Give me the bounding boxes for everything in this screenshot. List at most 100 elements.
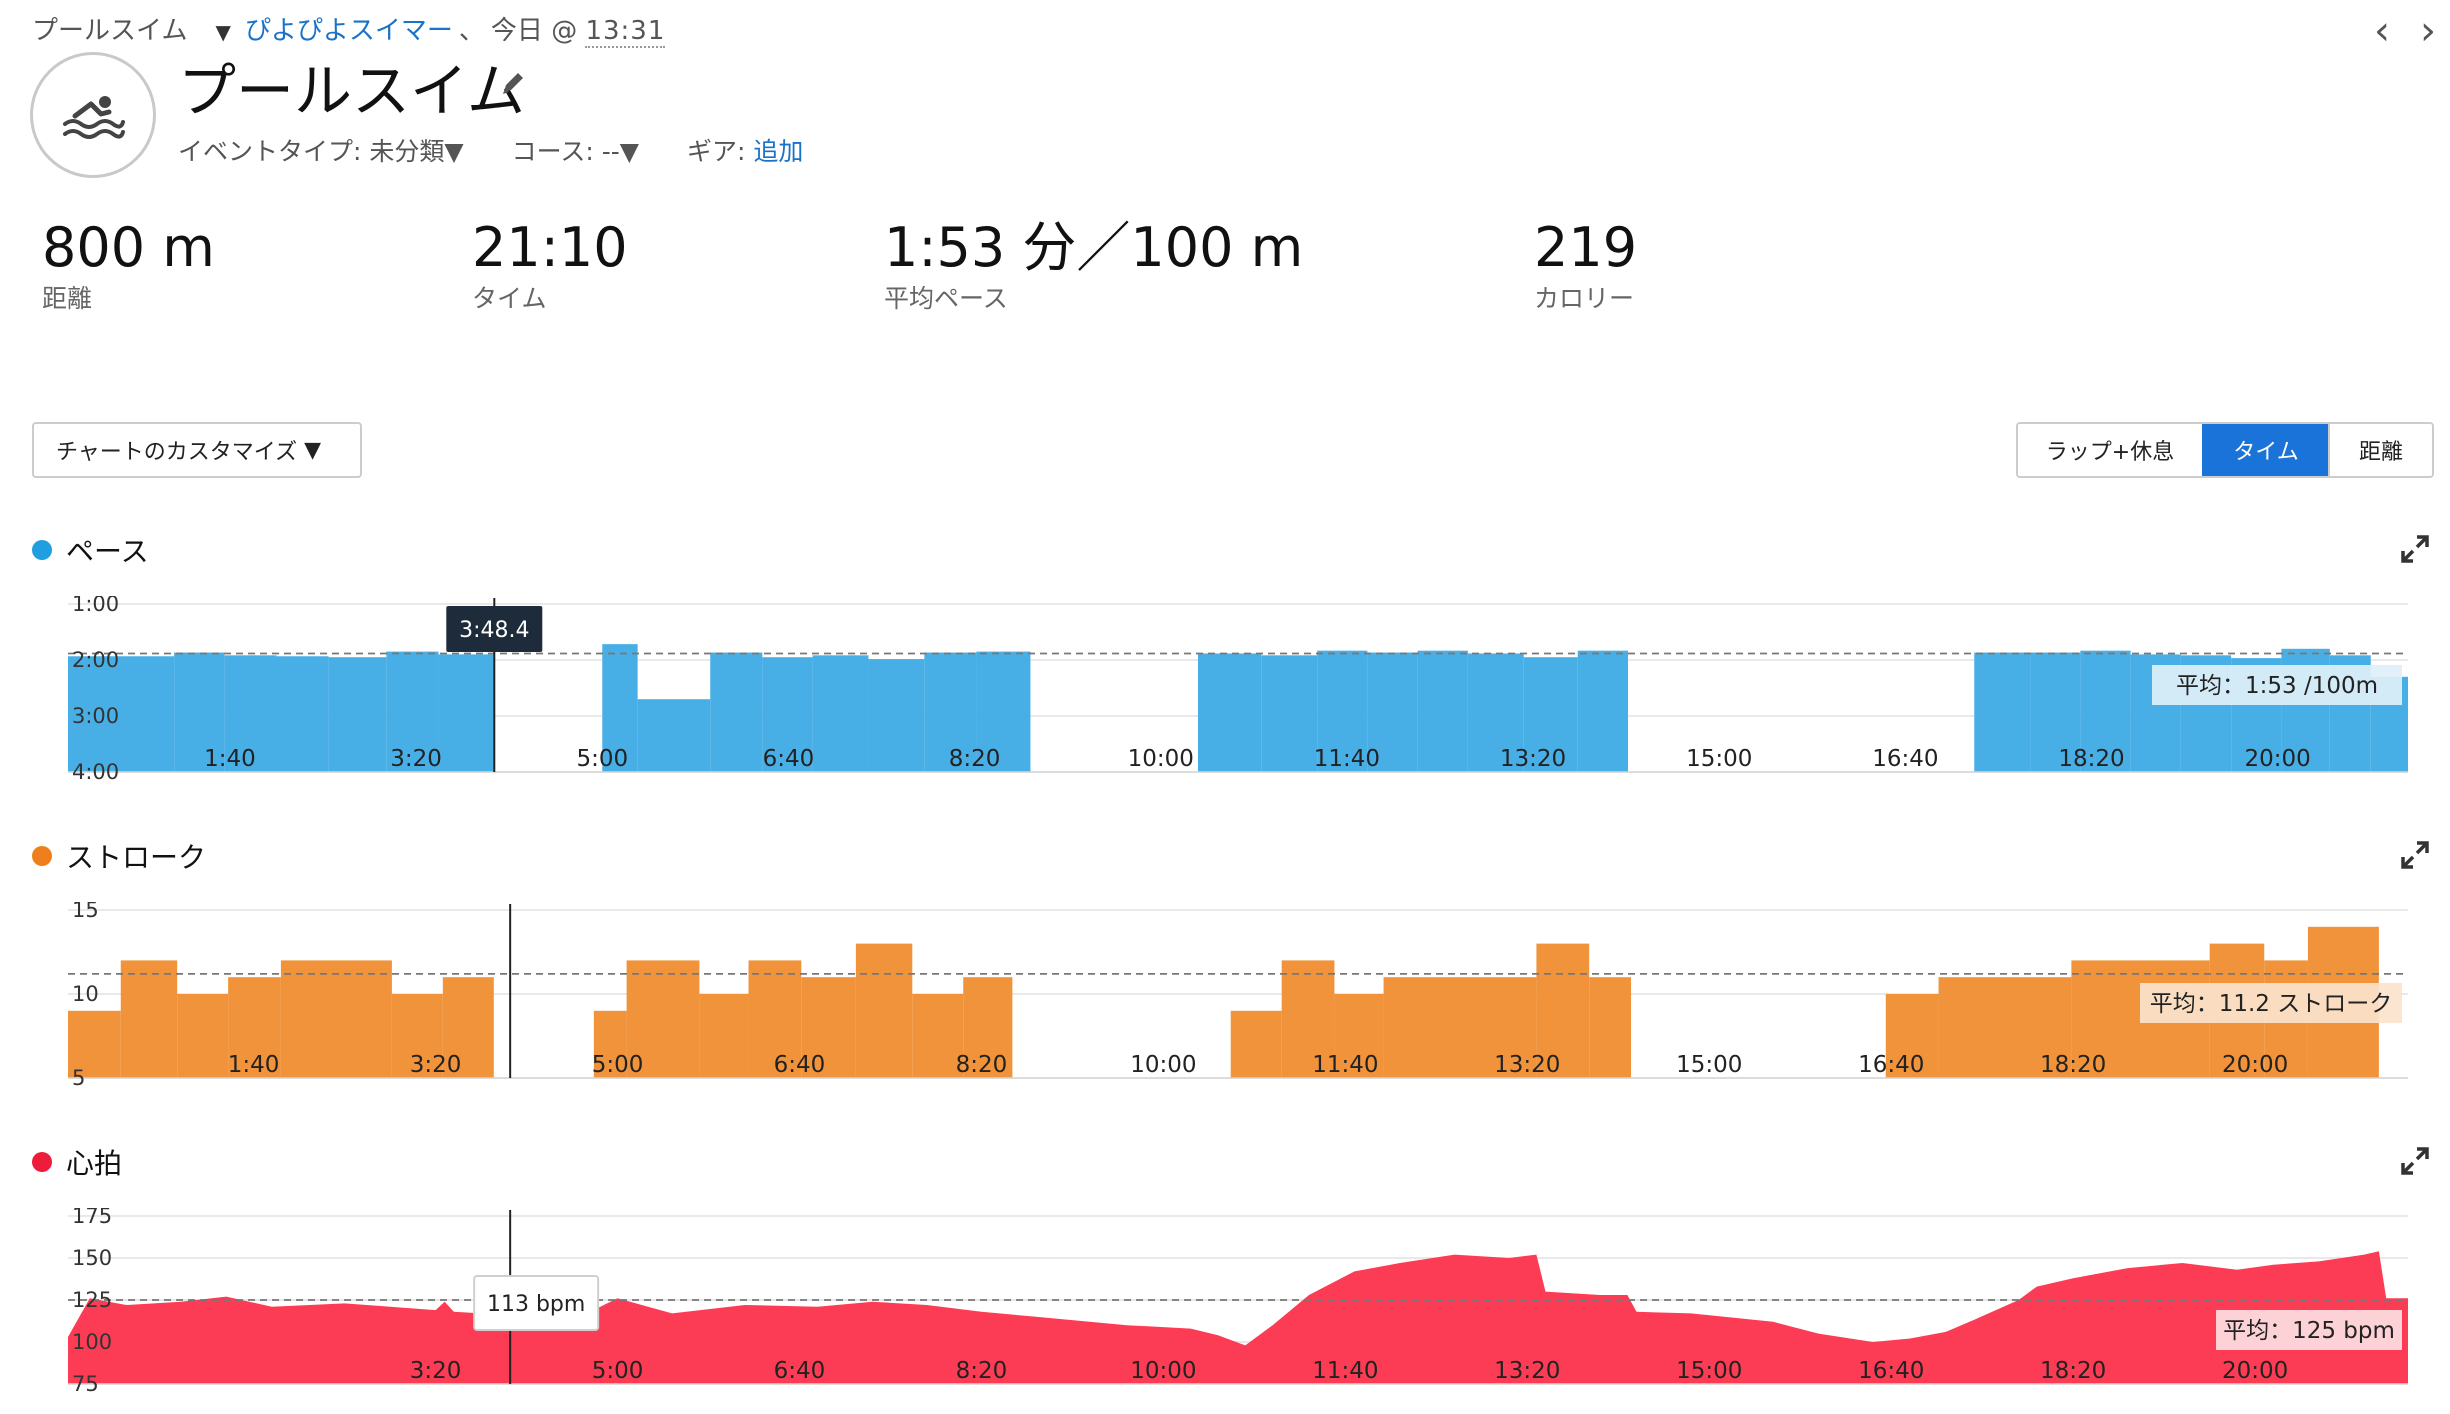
bar <box>924 652 977 772</box>
bar <box>593 1010 627 1078</box>
y-tick-label: 4:00 <box>72 760 119 782</box>
x-tick-label: 16:40 <box>1858 1052 1924 1078</box>
x-tick-label: 8:20 <box>956 1358 1008 1384</box>
bar <box>276 656 329 772</box>
stat-label: タイム <box>472 284 547 314</box>
pace-chart[interactable]: 1:00 2:00 3:00 4:00 1:40 3:20 5:00 6:40 8:20 10:0… <box>0 596 2450 782</box>
x-tick-label: 13:20 <box>1500 746 1566 772</box>
caret-down-icon: ▼ <box>444 137 464 166</box>
x-tick-label: 3:20 <box>410 1358 462 1384</box>
tooltip-bg <box>446 606 543 652</box>
stat-value: 219 <box>1534 216 1638 279</box>
breadcrumb-separator: 、 <box>458 16 485 46</box>
segment-distance[interactable]: 距離 <box>2328 424 2432 476</box>
bar <box>1281 960 1335 1078</box>
x-tick-label: 11:40 <box>1312 1358 1378 1384</box>
chevron-left-icon[interactable]: ‹ <box>2374 8 2390 54</box>
stat-label: 距離 <box>42 284 93 314</box>
bar <box>1523 657 1578 772</box>
caret-down-icon[interactable]: ▼ <box>215 20 231 44</box>
activity-meta: イベントタイプ: 未分類▼ コース: --▼ ギア: 追加 <box>178 132 843 168</box>
segment-laps-rest[interactable]: ラップ+休息 <box>2018 424 2202 476</box>
average-label-bg <box>2140 983 2402 1023</box>
caret-down-icon: ▼ <box>304 437 322 463</box>
bar <box>1589 977 1632 1078</box>
bar <box>1261 655 1318 772</box>
y-tick-label: 1:00 <box>72 596 119 616</box>
caret-down-icon: ▼ <box>619 137 640 166</box>
x-tick-label: 20:00 <box>2222 1358 2288 1384</box>
average-label: 平均：11.2 ストローク <box>2150 991 2393 1017</box>
bar <box>762 657 813 772</box>
breadcrumb: プールスイム ▼ ぴよぴよスイマー、今日 @ 13:31 <box>32 10 666 48</box>
expand-icon[interactable] <box>2400 1146 2430 1180</box>
x-tick-label: 15:00 <box>1676 1358 1742 1384</box>
bar <box>602 644 638 772</box>
course-value: -- <box>601 137 620 166</box>
x-tick-label: 8:20 <box>956 1052 1008 1078</box>
average-label-bg <box>2152 665 2402 705</box>
activity-nav: ‹ › <box>2344 8 2436 54</box>
stat-label: 平均ペース <box>884 284 1008 314</box>
course-label: コース: <box>511 137 594 166</box>
bar <box>1577 650 1628 772</box>
x-tick-label: 13:20 <box>1494 1358 1560 1384</box>
bar <box>438 654 495 772</box>
user-link[interactable]: ぴよぴよスイマー <box>244 16 453 46</box>
heart-rate-chart[interactable]: 175 150 125 100 75 3:20 5:00 6:40 8:20 10:00 11:40… <box>0 1208 2450 1394</box>
bar <box>386 651 439 772</box>
bar <box>177 994 229 1078</box>
breadcrumb-time[interactable]: 13:31 <box>585 16 666 48</box>
y-tick-label: 15 <box>72 902 99 922</box>
stat-distance: 800 m 距離 <box>42 218 215 315</box>
y-tick-label: 150 <box>72 1246 112 1270</box>
gear: ギア: 追加 <box>687 137 803 166</box>
x-tick-label: 20:00 <box>2222 1052 2288 1078</box>
bar <box>1974 652 2031 772</box>
breadcrumb-activity-type[interactable]: プールスイム <box>32 16 188 46</box>
area-series <box>68 1251 2408 1384</box>
chart-title: ストローク <box>66 841 207 874</box>
bar <box>2030 652 2081 772</box>
course-dropdown[interactable]: コース: --▼ <box>512 137 639 166</box>
chevron-right-icon[interactable]: › <box>2420 8 2436 54</box>
bar <box>228 977 281 1078</box>
event-type-label: イベントタイプ: <box>178 137 362 166</box>
stat-value: 21:10 <box>472 216 628 279</box>
bar <box>1536 943 1590 1078</box>
x-tick-label: 11:40 <box>1312 1052 1378 1078</box>
bar <box>801 977 856 1078</box>
bar <box>391 994 443 1078</box>
x-tick-label: 10:00 <box>1128 746 1194 772</box>
event-type-value: 未分類 <box>369 137 445 166</box>
x-tick-label: 3:20 <box>410 1052 462 1078</box>
bar <box>710 652 763 772</box>
chart-title: ペース <box>66 535 149 568</box>
segment-time[interactable]: タイム <box>2202 424 2328 476</box>
x-tick-label: 8:20 <box>949 746 1001 772</box>
bar <box>280 960 392 1078</box>
bar <box>1317 650 1368 772</box>
bar <box>224 655 277 772</box>
swimmer-icon <box>30 52 156 178</box>
expand-icon[interactable] <box>2400 840 2430 874</box>
x-tick-label: 18:20 <box>2040 1052 2106 1078</box>
customize-charts-button[interactable]: チャートのカスタマイズ ▼ <box>32 422 362 478</box>
bar <box>748 960 802 1078</box>
bar <box>1885 994 1939 1078</box>
gear-add-link[interactable]: 追加 <box>753 137 804 166</box>
x-tick-label: 13:20 <box>1494 1052 1560 1078</box>
x-tick-label: 6:40 <box>774 1052 826 1078</box>
expand-icon[interactable] <box>2400 534 2430 568</box>
gear-label: ギア: <box>686 137 746 166</box>
event-type-dropdown[interactable]: イベントタイプ: 未分類▼ <box>178 137 464 166</box>
bar <box>1938 977 2072 1078</box>
stroke-chart[interactable]: 15 10 5 1:40 3:20 5:00 6:40 8:20 10:00 11:40 13:20… <box>0 902 2450 1088</box>
y-tick-label: 5 <box>72 1066 85 1088</box>
x-tick-label: 5:00 <box>592 1358 644 1384</box>
bar <box>1367 652 1418 772</box>
pencil-icon[interactable] <box>498 68 528 102</box>
page-title: プールスイム <box>178 57 525 125</box>
bar <box>2080 650 2131 772</box>
x-tick-label: 16:40 <box>1872 746 1938 772</box>
